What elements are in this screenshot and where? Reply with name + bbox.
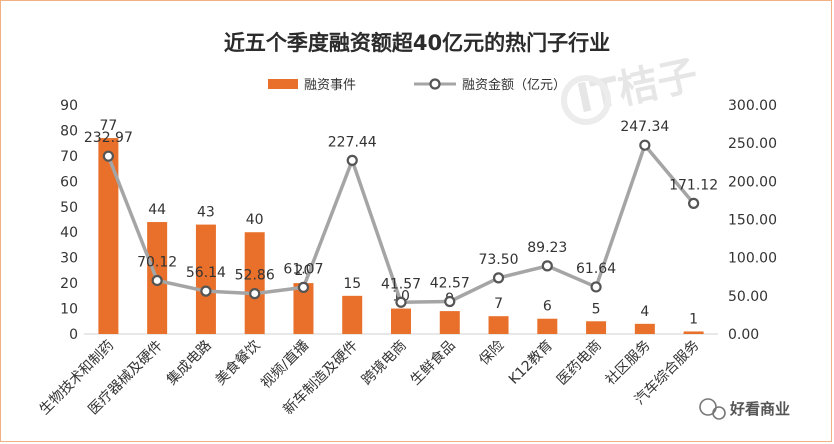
y-left-tick-label: 80 — [60, 123, 78, 139]
line-point-10 — [590, 281, 602, 293]
y-left-tick-label: 90 — [60, 98, 78, 114]
bar-6 — [391, 308, 411, 334]
bar-value-label: 15 — [343, 276, 361, 292]
line-value-label: 171.12 — [669, 177, 718, 193]
line-value-label: 61.07 — [283, 261, 323, 277]
legend-line-label: 融资金额（亿元） — [462, 77, 566, 93]
y-left-tick-label: 60 — [60, 174, 78, 190]
bar-8 — [488, 316, 509, 334]
bar-value-label: 77 — [99, 118, 117, 134]
y-left-tick-label: 30 — [60, 251, 78, 267]
y-right-tick-label: 250.00 — [728, 136, 777, 152]
chart-title: 近五个季度融资额超40亿元的热门子行业 — [224, 31, 610, 55]
category-label: 跨境电商 — [359, 338, 410, 389]
line-point-4 — [297, 281, 310, 293]
legend-bar-swatch — [268, 79, 298, 89]
line-value-label: 89.23 — [527, 240, 567, 256]
bar-11 — [634, 323, 655, 334]
category-label: K12教育 — [506, 338, 556, 388]
line-value-label: 73.50 — [478, 252, 518, 268]
line-value-label: 41.57 — [381, 276, 421, 292]
y-right-tick-label: 0.00 — [728, 327, 759, 343]
line-point-2 — [200, 285, 212, 297]
bar-7 — [439, 311, 460, 334]
y-right-tick-label: 50.00 — [728, 289, 768, 305]
bar-9 — [537, 318, 558, 334]
bar-value-label: 44 — [148, 202, 166, 218]
line-point-12 — [688, 197, 700, 209]
y-right-tick-label: 200.00 — [728, 174, 777, 190]
line-value-label: 232.97 — [84, 130, 133, 146]
category-label: 生鲜食品 — [407, 337, 459, 389]
line-point-5 — [346, 154, 358, 166]
bar-4 — [293, 283, 314, 334]
bar-value-label: 5 — [592, 301, 601, 317]
line-value-label: 42.57 — [430, 276, 470, 292]
line-value-label: 247.34 — [620, 119, 669, 135]
watermark-circle-icon — [561, 75, 611, 125]
bar-value-label: 43 — [197, 205, 215, 221]
line-point-1 — [151, 274, 163, 287]
category-label: 美食餐饮 — [212, 337, 264, 389]
line-point-9 — [541, 260, 553, 272]
line-value-label: 227.44 — [328, 134, 377, 150]
bar-10 — [586, 321, 607, 334]
line-point-7 — [444, 295, 456, 308]
y-left-tick-label: 50 — [60, 200, 78, 216]
bar-0 — [98, 138, 119, 334]
line-point-11 — [639, 139, 651, 151]
bar-value-label: 40 — [246, 212, 264, 228]
line-value-label: 52.86 — [235, 268, 275, 284]
legend-line-marker — [429, 78, 441, 90]
bar-value-label: 4 — [640, 304, 649, 320]
y-left-tick-label: 70 — [60, 149, 78, 165]
bar-5 — [342, 295, 363, 334]
line-value-label: 61.64 — [576, 261, 616, 277]
y-right-tick-label: 150.00 — [728, 213, 777, 229]
bar-value-label: 7 — [494, 296, 503, 312]
watermark-logo: IT桔子 — [573, 52, 702, 122]
source-badge-text: 好看商业 — [729, 400, 790, 418]
category-label: 医药电商 — [554, 338, 605, 389]
bar-2 — [195, 224, 216, 334]
line-point-0 — [102, 150, 114, 162]
legend-bar-label: 融资事件 — [304, 78, 356, 93]
line-value-label: 56.14 — [186, 265, 226, 281]
y-right-tick-label: 300.00 — [728, 98, 777, 114]
bar-value-label: 6 — [543, 299, 552, 315]
y-left-tick-label: 40 — [60, 225, 78, 241]
bar-12 — [683, 331, 704, 334]
y-left-tick-label: 0 — [69, 327, 78, 343]
line-point-8 — [492, 272, 505, 284]
category-label: 集成电路 — [163, 337, 215, 389]
y-left-tick-label: 20 — [60, 276, 78, 292]
bar-3 — [244, 232, 265, 334]
y-left-tick-label: 10 — [60, 302, 78, 318]
bar-value-label: 1 — [689, 311, 698, 327]
y-right-tick-label: 100.00 — [728, 251, 777, 267]
wechat-icon-bubble — [712, 406, 726, 420]
category-label: 社区服务 — [603, 338, 654, 389]
line-value-label: 70.12 — [137, 254, 177, 270]
line-point-3 — [249, 288, 261, 300]
category-label: 保险 — [476, 338, 507, 369]
line-point-6 — [395, 296, 407, 308]
